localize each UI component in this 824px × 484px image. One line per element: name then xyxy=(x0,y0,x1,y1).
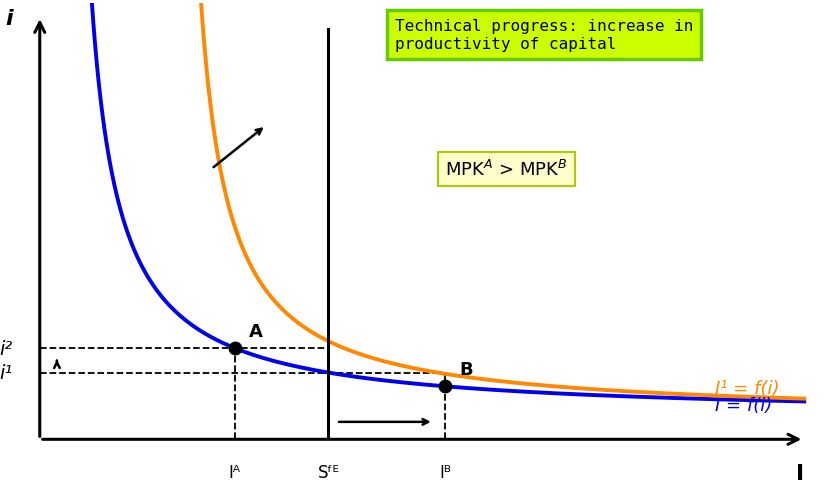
Text: Iᴮ: Iᴮ xyxy=(439,463,452,481)
Text: B: B xyxy=(460,361,473,378)
Text: i¹: i¹ xyxy=(0,363,12,382)
Text: I¹ = f(i): I¹ = f(i) xyxy=(714,380,779,398)
Text: I: I xyxy=(796,463,804,484)
Text: i²: i² xyxy=(0,339,12,358)
Text: A: A xyxy=(249,322,263,340)
Text: Technical progress: increase in
productivity of capital: Technical progress: increase in producti… xyxy=(395,19,693,52)
Text: Iᴬ: Iᴬ xyxy=(229,463,241,481)
Text: i: i xyxy=(5,9,12,30)
Text: Sᶠᴱ: Sᶠᴱ xyxy=(317,463,339,481)
Text: MPK$^A$ > MPK$^B$: MPK$^A$ > MPK$^B$ xyxy=(446,160,568,180)
Text: I = f(i): I = f(i) xyxy=(714,396,772,415)
